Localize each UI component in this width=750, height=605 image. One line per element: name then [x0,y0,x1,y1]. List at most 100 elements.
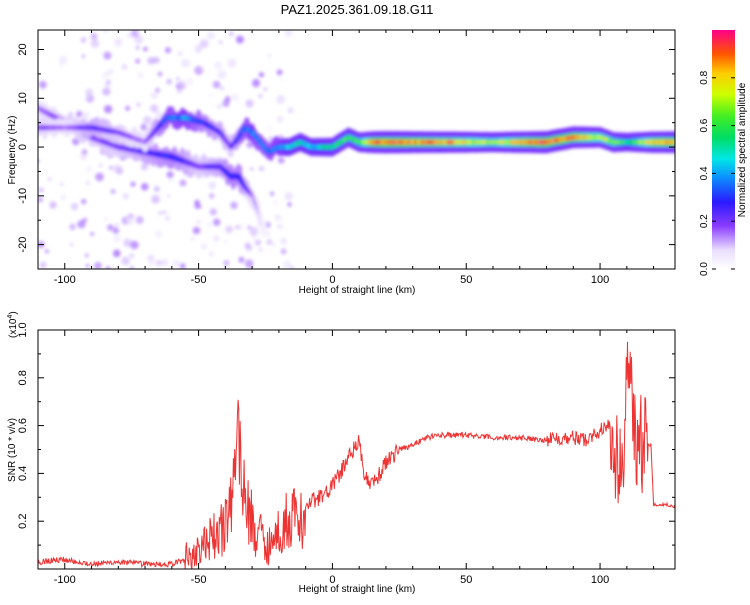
heatmap-noise-blob [70,202,79,211]
heatmap-noise-blob [213,218,221,226]
heatmap-noise-blob [90,39,100,48]
heatmap-noise-blob [115,223,119,227]
heatmap-noise-blob [230,201,238,210]
heatmap-noise-blob [140,163,149,171]
heatmap-noise-blob [90,32,98,40]
heatmap-noise-blob [135,216,144,224]
heatmap-noise-blob [85,165,93,173]
top-ytick-label: 20 [17,43,29,55]
heatmap-noise-blob [39,261,47,269]
heatmap-noise-blob [48,177,52,181]
heatmap-noise-blob [147,57,155,65]
heatmap-noise-blob [229,31,234,37]
bottom-ytick-label: 1.0 [17,322,29,337]
heatmap-noise-blob [45,249,49,254]
heatmap-noise-blob [194,65,204,75]
heatmap-noise-blob [276,115,284,123]
heatmap-noise-blob [246,141,254,149]
heatmap-noise-blob [162,210,166,214]
heatmap-noise-blob [231,93,239,102]
heatmap-noise-blob [273,200,278,204]
heatmap-noise-blob [199,39,209,49]
heatmap-noise-blob [223,239,228,244]
heatmap-noise-blob [236,35,244,44]
top-y-axis-label: Frequency (Hz) [7,116,18,185]
heatmap-noise-blob [195,43,199,47]
heatmap-noise-blob [150,92,158,100]
heatmap-noise-blob [247,225,252,230]
heatmap-noise-blob [287,107,294,114]
heatmap-noise-blob [38,196,44,203]
heatmap-noise-blob [249,167,254,171]
heatmap-core [257,215,262,221]
heatmap-noise-blob [135,45,140,50]
heatmap-noise-blob [148,258,156,266]
heatmap-noise-blob [134,35,144,45]
heatmap-noise-blob [85,264,90,268]
heatmap-noise-blob [192,226,201,235]
scale-close: ) [8,311,19,314]
colorbar-label: Normalized spectral amplitude [737,82,748,217]
heatmap-noise-blob [269,191,275,196]
heatmap-noise-blob [258,72,265,78]
bottom-ytick-label: 0.4 [17,466,29,481]
heatmap-noise-blob [125,216,135,225]
heatmap-noise-blob [104,81,111,88]
heatmap-noise-blob [277,223,283,230]
colorbar-axis: 0.0 0.2 0.4 0.6 0.8 [699,70,735,276]
heatmap-noise-blob [140,123,148,131]
heatmap-noise-blob [98,163,103,168]
top-xtick-label: 0 [329,274,335,286]
heatmap-noise-blob [128,253,135,259]
heatmap-noise-blob [166,171,174,179]
heatmap-noise-blob [272,242,276,247]
heatmap-noise-blob [166,78,173,85]
heatmap-noise-blob [251,79,261,88]
heatmap-noise-blob [213,235,220,242]
heatmap-noise-blob [76,110,83,118]
heatmap-noise-blob [105,266,111,269]
scale-exponent: 4 [7,315,14,319]
heatmap-noise-blob [157,71,163,77]
heatmap-noise-blob [179,179,187,187]
heatmap-noise-blob [172,259,180,267]
heatmap-noise-blob [246,244,253,252]
heatmap-noise-blob [85,180,90,185]
heatmap-noise-blob [135,58,141,64]
heatmap-noise-blob [112,227,120,234]
heatmap-noise-blob [225,225,233,234]
heatmap-noise-blob [207,31,215,40]
heatmap-noise-blob [217,70,227,79]
heatmap-noise-blob [176,88,183,94]
heatmap-noise-blob [112,249,121,258]
top-xtick-label: -100 [54,274,76,286]
heatmap-noise-blob [81,149,88,155]
heatmap-noise-blob [103,105,113,114]
heatmap-noise-blob [237,224,244,230]
top-ytick-label: -20 [17,237,29,253]
heatmap-noise-blob [212,80,221,89]
heatmap-noise-blob [158,211,163,216]
heatmap-noise-blob [38,187,44,193]
heatmap-noise-blob [153,186,160,192]
heatmap-noise-blob [151,194,161,204]
heatmap-noise-blob [140,183,149,191]
heatmap-noise-blob [208,251,214,257]
heatmap-noise-blob [181,58,191,68]
colorbar-tick-label: 0.8 [699,70,710,84]
heatmap-noise-blob [89,231,95,237]
heatmap-noise-blob [114,38,123,47]
heatmap-noise-blob [249,226,258,236]
heatmap-noise-blob [235,225,239,229]
heatmap-noise-blob [258,247,263,252]
heatmap-noise-blob [80,37,87,43]
heatmap-noise-blob [287,202,292,207]
bottom-ytick-label: 0.8 [17,370,29,385]
heatmap-core [260,227,265,233]
heatmap-noise-blob [82,111,90,119]
heatmap-noise-blob [127,32,134,39]
heatmap-noise-blob [104,217,108,221]
snr-series [38,341,675,569]
